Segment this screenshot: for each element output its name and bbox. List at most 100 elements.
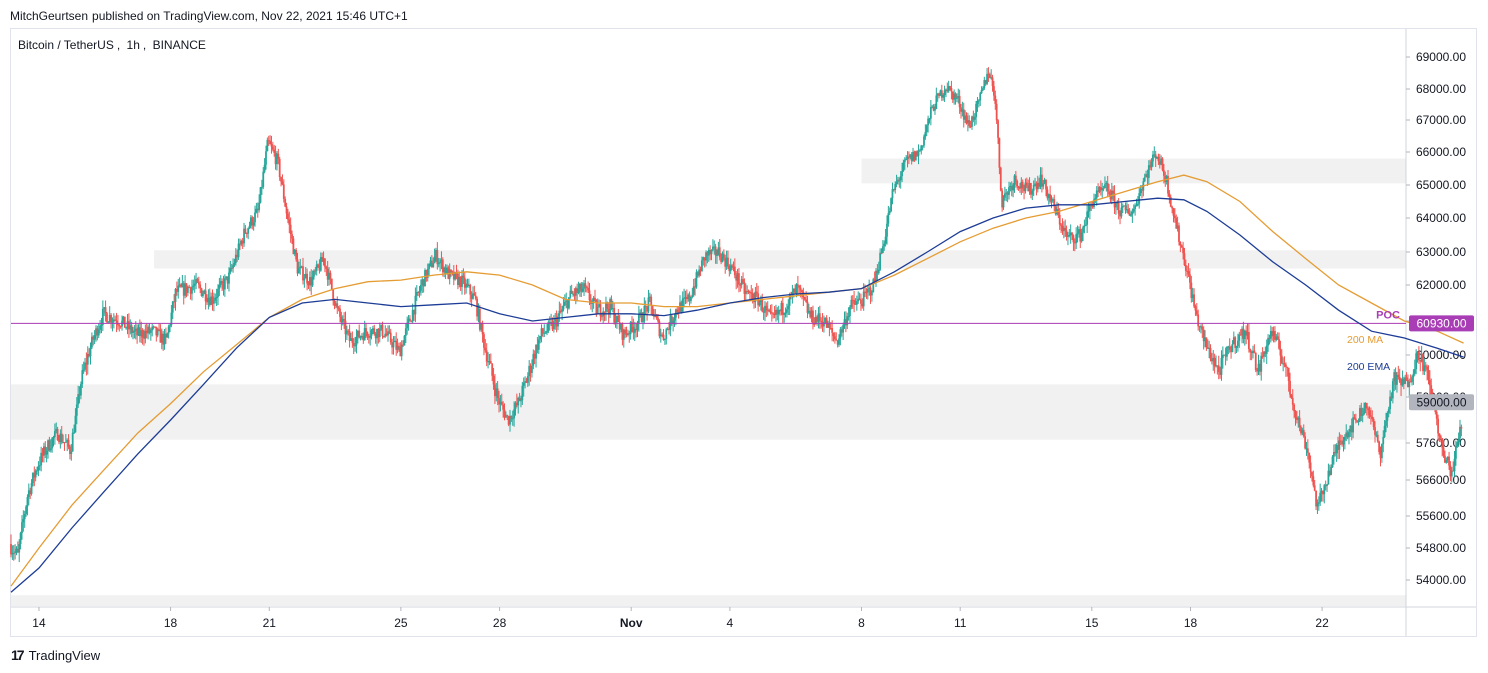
200-ema-line[interactable] [10, 197, 1464, 593]
candle-body [255, 208, 258, 213]
candle-body [237, 243, 240, 258]
candle-body [1397, 374, 1400, 378]
candle-body [369, 335, 372, 338]
candle-body [1364, 402, 1367, 409]
candle-body [585, 286, 588, 288]
candle-body [587, 287, 590, 291]
candle-body [1161, 158, 1164, 171]
candle-body [491, 363, 494, 376]
candle-body [950, 87, 953, 92]
candle-body [1408, 381, 1411, 387]
candle-body [661, 334, 664, 336]
candle-body [920, 145, 923, 151]
candle-body [1115, 203, 1117, 208]
candle-body [1061, 225, 1064, 232]
candle-body [1130, 214, 1132, 216]
candle-body [64, 441, 67, 443]
candle-body [141, 330, 144, 338]
candle-body [770, 312, 773, 314]
candle-body [1038, 182, 1041, 187]
candle-body [245, 232, 248, 234]
candle-body [1413, 369, 1416, 374]
candle-body [1293, 404, 1296, 412]
candle-body [824, 317, 827, 324]
candle-body [796, 284, 799, 286]
candle-body [1078, 229, 1080, 234]
candle-body [732, 266, 735, 268]
candle-body [709, 250, 712, 255]
tradingview-brand[interactable]: 17 TradingView [11, 647, 100, 663]
candle-body [807, 310, 810, 313]
candle-body [631, 322, 633, 327]
candle-body [862, 291, 865, 307]
candle-body [421, 279, 424, 285]
candle-body [75, 404, 78, 416]
candle-body [713, 246, 716, 248]
x-tick-label: 4 [727, 616, 734, 630]
candle-body [1416, 351, 1419, 354]
candle-body [791, 291, 794, 295]
candle-body [38, 465, 41, 467]
author-name[interactable]: MitchGeurtsen [10, 9, 89, 23]
candle-body [903, 159, 906, 163]
candle-body [1335, 445, 1338, 454]
candle-body [173, 301, 176, 303]
candle-body [345, 330, 348, 335]
candle-body [1212, 357, 1215, 362]
candle-body [202, 293, 204, 296]
candle-body [1242, 328, 1245, 339]
candle-body [324, 258, 326, 267]
candle-body [902, 162, 905, 172]
candle-body [389, 332, 392, 343]
candle-body [498, 398, 500, 405]
candle-body [818, 313, 821, 321]
candle-body [580, 283, 583, 292]
candle-body [60, 433, 63, 443]
candle-body [776, 309, 779, 315]
candle-body [644, 305, 647, 308]
candle-body [229, 267, 232, 273]
candle-body [103, 307, 106, 309]
candle-body [340, 316, 343, 323]
candle-body [317, 264, 319, 267]
candle-body [1272, 331, 1275, 337]
candle-body [583, 283, 585, 289]
candle-body [461, 275, 463, 287]
candle-body [1187, 271, 1190, 275]
x-tick-label: 11 [954, 616, 967, 630]
candle-body [555, 318, 558, 327]
candle-body [1389, 396, 1391, 410]
candle-body [947, 86, 950, 92]
candle-body [751, 293, 754, 301]
candle-body [912, 151, 914, 161]
candle-body [809, 310, 812, 318]
candle-body [569, 290, 572, 298]
x-tick-label: 18 [1184, 616, 1198, 630]
candle-body [1352, 417, 1354, 433]
200-ma-line[interactable] [10, 174, 1464, 587]
candle-body [477, 308, 480, 317]
candle-body [747, 291, 750, 293]
candle-body [448, 269, 451, 279]
candle-body [1220, 358, 1223, 375]
candle-body [355, 336, 358, 346]
candle-body [1363, 408, 1365, 415]
candle-body [694, 286, 696, 288]
candle-body [452, 271, 455, 280]
candle-body [727, 257, 729, 267]
candle-body [1206, 347, 1209, 349]
candle-body [114, 319, 117, 321]
candle-body [432, 263, 435, 268]
candle-body [1300, 427, 1302, 434]
candle-body [1427, 369, 1430, 380]
candle-body [1279, 348, 1282, 356]
candle-body [332, 289, 335, 301]
candle-body [699, 269, 702, 272]
candle-body [1143, 177, 1146, 182]
candle-body [1091, 205, 1094, 208]
candle-body [319, 257, 322, 271]
candle-body [568, 297, 570, 309]
candle-body [1009, 186, 1012, 188]
candle-body [1428, 379, 1431, 386]
